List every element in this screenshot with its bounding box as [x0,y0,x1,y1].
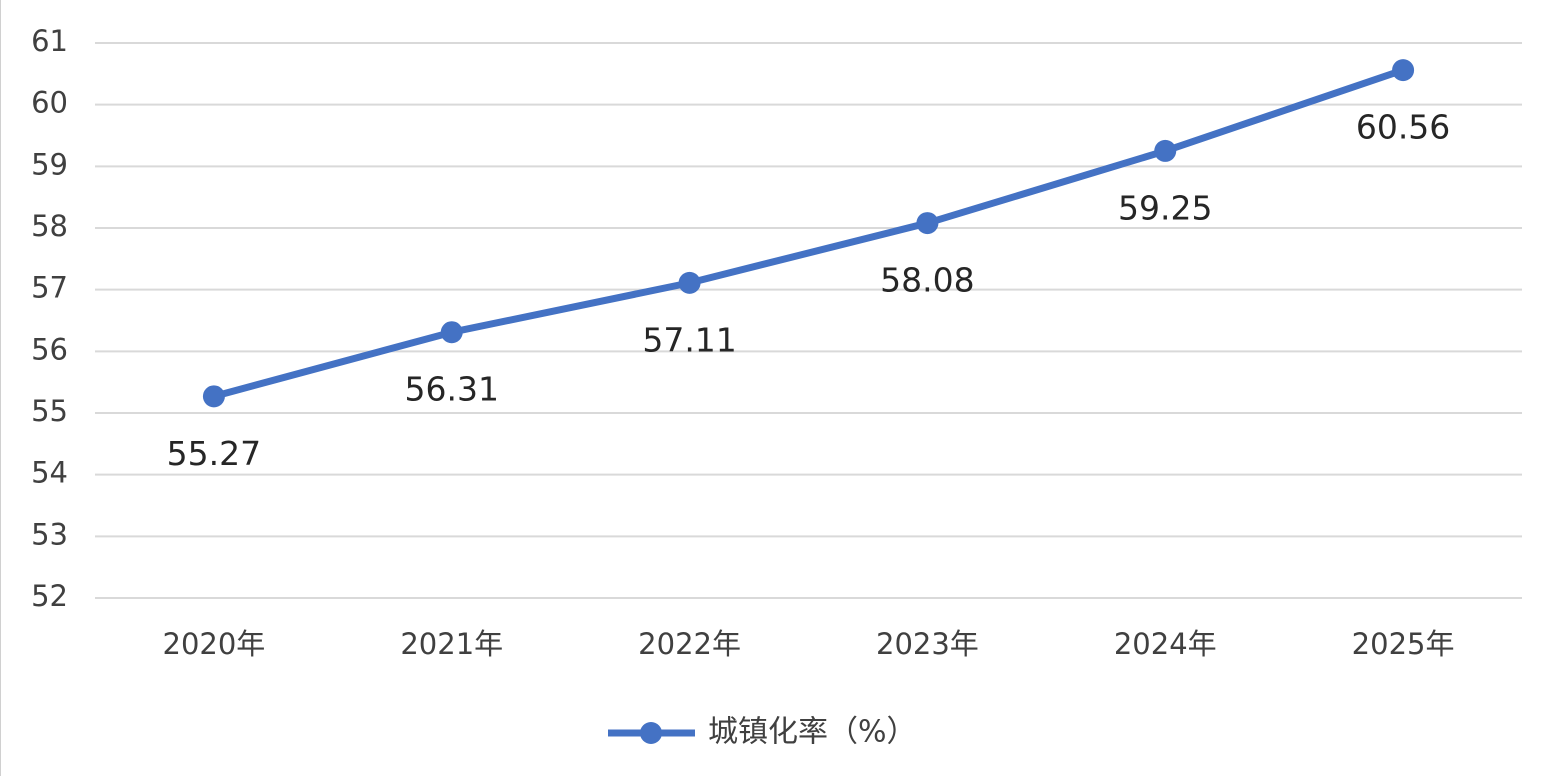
y-tick-label: 57 [31,271,68,305]
x-tick-label: 2022年 [638,627,741,661]
y-tick-label: 53 [31,517,68,551]
point-marker [202,385,225,408]
data-label: 57.11 [642,320,736,359]
x-tick-label: 2021年 [400,627,503,661]
point-marker [1392,59,1415,82]
y-tick-label: 61 [31,24,68,58]
y-tick-label: 56 [31,332,68,366]
series-line [213,66,1405,400]
data-label: 56.31 [405,370,499,409]
data-label: 60.56 [1356,108,1450,147]
legend-marker [640,722,662,744]
data-label: 58.08 [880,261,974,300]
point-marker [678,271,701,294]
x-tick-label: 2024年 [1114,627,1217,661]
point-marker [916,212,939,235]
y-tick-label: 58 [31,209,68,243]
x-tick-label: 2025年 [1352,627,1455,661]
point-marker [440,321,463,344]
point-marker [1154,139,1177,162]
data-label: 55.27 [167,434,261,473]
y-tick-label: 59 [31,147,68,181]
y-tick-label: 60 [31,86,68,120]
y-tick-label: 52 [31,579,68,613]
legend-label: 城镇化率（%） [708,715,917,750]
y-tick-label: 55 [31,394,68,428]
data-label: 59.25 [1118,188,1212,227]
x-tick-label: 2023年 [876,627,979,661]
x-tick-label: 2020年 [163,627,266,661]
y-tick-label: 54 [31,456,68,490]
